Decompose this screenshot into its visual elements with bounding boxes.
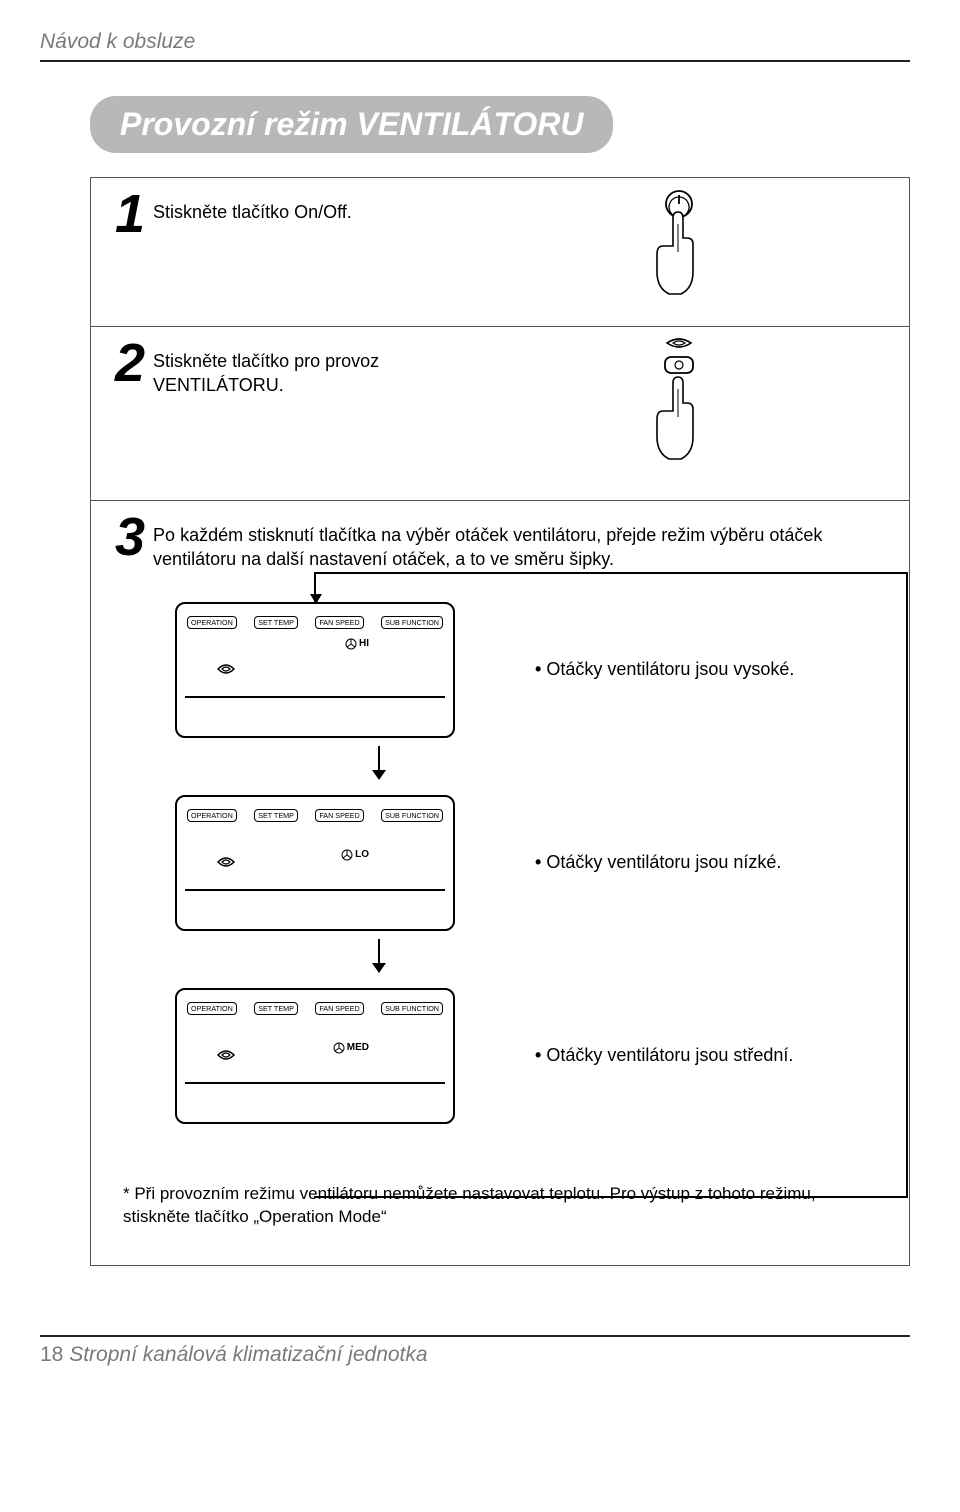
panel-label-operation: OPERATION bbox=[187, 809, 237, 822]
caption-med: Otáčky ventilátoru jsou střední. bbox=[535, 1045, 793, 1066]
display-panel-med: OPERATION SET TEMP FAN SPEED SUB FUNCTIO… bbox=[175, 988, 455, 1124]
footer-title: Stropní kanálová klimatizační jednotka bbox=[69, 1343, 427, 1366]
fan-speed-hi-label: HI bbox=[345, 638, 369, 650]
caption-lo: Otáčky ventilátoru jsou nízké. bbox=[535, 852, 781, 873]
step-1-number: 1 bbox=[115, 190, 145, 239]
hand-press-power-icon bbox=[629, 188, 729, 323]
panel-label-settemp: SET TEMP bbox=[254, 1002, 298, 1015]
panel-label-operation: OPERATION bbox=[187, 616, 237, 629]
panel-label-settemp: SET TEMP bbox=[254, 616, 298, 629]
fan-state-lo: OPERATION SET TEMP FAN SPEED SUB FUNCTIO… bbox=[175, 795, 885, 931]
panel-label-subfunc: SUB FUNCTION bbox=[381, 616, 443, 629]
flow-diagram: OPERATION SET TEMP FAN SPEED SUB FUNCTIO… bbox=[175, 572, 885, 1124]
panel-label-settemp: SET TEMP bbox=[254, 809, 298, 822]
page-number: 18 bbox=[40, 1343, 63, 1366]
hand-press-button-icon bbox=[629, 337, 729, 492]
step-3-number: 3 bbox=[115, 513, 145, 562]
panel-label-fanspeed: FAN SPEED bbox=[315, 1002, 363, 1015]
step-3-text: Po každém stisknutí tlačítka na výběr ot… bbox=[153, 519, 833, 572]
flow-arrow-down-icon bbox=[175, 931, 455, 988]
panel-label-operation: OPERATION bbox=[187, 1002, 237, 1015]
panel-label-subfunc: SUB FUNCTION bbox=[381, 1002, 443, 1015]
fan-icon bbox=[341, 849, 353, 861]
step-2: 2 Stiskněte tlačítko pro provoz VENTILÁT… bbox=[90, 326, 910, 501]
mode-fan-icon bbox=[215, 851, 237, 879]
top-rule bbox=[40, 60, 910, 62]
page-footer: 18 Stropní kanálová klimatizační jednotk… bbox=[40, 1343, 910, 1367]
display-panel-hi: OPERATION SET TEMP FAN SPEED SUB FUNCTIO… bbox=[175, 602, 455, 738]
fan-icon bbox=[345, 638, 357, 650]
step-1: 1 Stiskněte tlačítko On/Off. bbox=[90, 177, 910, 327]
panel-label-subfunc: SUB FUNCTION bbox=[381, 809, 443, 822]
step-3: 3 Po každém stisknutí tlačítka na výběr … bbox=[90, 500, 910, 1266]
step-2-number: 2 bbox=[115, 339, 145, 388]
fan-speed-med-label: MED bbox=[333, 1042, 369, 1054]
footnote: * Při provozním režimu ventilátoru nemůž… bbox=[123, 1182, 883, 1230]
fan-icon bbox=[333, 1042, 345, 1054]
fan-state-med: OPERATION SET TEMP FAN SPEED SUB FUNCTIO… bbox=[175, 988, 885, 1124]
panel-label-fanspeed: FAN SPEED bbox=[315, 616, 363, 629]
panel-label-fanspeed: FAN SPEED bbox=[315, 809, 363, 822]
fan-speed-lo-label: LO bbox=[341, 849, 369, 861]
fan-state-hi: OPERATION SET TEMP FAN SPEED SUB FUNCTIO… bbox=[175, 602, 885, 738]
flow-arrow-down-icon bbox=[175, 738, 455, 795]
mode-fan-icon bbox=[215, 658, 237, 686]
step-1-text: Stiskněte tlačítko On/Off. bbox=[153, 196, 352, 224]
display-panel-lo: OPERATION SET TEMP FAN SPEED SUB FUNCTIO… bbox=[175, 795, 455, 931]
page-title: Provozní režim VENTILÁTORU bbox=[90, 96, 613, 153]
bottom-rule bbox=[40, 1335, 910, 1337]
step-2-text: Stiskněte tlačítko pro provoz VENTILÁTOR… bbox=[153, 345, 513, 398]
mode-fan-icon bbox=[215, 1044, 237, 1072]
caption-hi: Otáčky ventilátoru jsou vysoké. bbox=[535, 659, 794, 680]
doc-header: Návod k obsluze bbox=[40, 30, 910, 54]
